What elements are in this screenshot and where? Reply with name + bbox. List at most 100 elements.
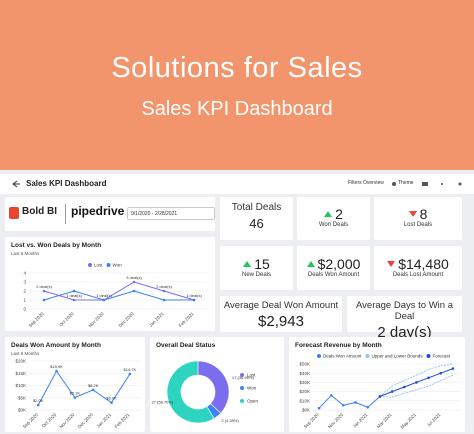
- data-point: [192, 298, 196, 302]
- kpi-label: Won Deals: [318, 222, 349, 228]
- date-picker[interactable]: 9/1/2020 - 2/28/2021: [127, 207, 215, 220]
- data-point: [162, 289, 166, 293]
- data-point: [42, 298, 46, 302]
- kpi-value: 15: [254, 256, 270, 272]
- data-label: 1 deal(s): [96, 293, 112, 298]
- data-point: [342, 404, 345, 407]
- x-tick-label: Nov 2020: [327, 412, 345, 430]
- filters-button[interactable]: Filters Overview: [348, 180, 384, 186]
- kpi-label: Lost Deals: [403, 222, 433, 228]
- kpi-label: Average Days to Win a Deal: [356, 300, 453, 322]
- legend-label: Deals Won Amount: [323, 354, 362, 359]
- series-line: [379, 363, 453, 397]
- kpi-value: 2: [335, 206, 343, 222]
- data-label: 2 deal(s): [156, 284, 172, 289]
- x-tick-label: Feb 2021: [178, 311, 195, 328]
- y-tick-label: $20K: [299, 389, 310, 394]
- data-label: $2.0K: [33, 398, 44, 403]
- data-label: 1 deal(s): [66, 293, 82, 298]
- data-point: [36, 403, 40, 407]
- banner-subtitle: Sales KPI Dashboard: [141, 98, 333, 120]
- pie-slice: [166, 360, 215, 424]
- series-line: [379, 374, 454, 398]
- x-tick-label: Feb 2021: [114, 412, 131, 429]
- data-label: $8.2K: [88, 383, 99, 388]
- data-point: [42, 289, 46, 293]
- data-point: [329, 394, 333, 397]
- x-tick-label: Oct 2020: [41, 412, 58, 429]
- data-label: 1 deal(s): [186, 293, 202, 298]
- legend-label: Forecast: [432, 354, 450, 359]
- y-tick-label: $30K: [299, 380, 310, 385]
- kpi-card: Average Deal Won Amount $2,943: [220, 296, 342, 332]
- data-point: [110, 401, 113, 404]
- data-point: [128, 372, 132, 376]
- data-label: 17 (36.96%): [232, 375, 254, 380]
- kpi-label: Total Deals: [231, 202, 282, 213]
- y-tick-label: $10K: [15, 383, 26, 388]
- data-label: $3.0K: [106, 396, 117, 401]
- data-label: 27 (58.70%): [151, 399, 173, 404]
- kpi-label: Deals Lost Amount: [392, 272, 444, 278]
- kpi-card: 2 Won Deals: [297, 197, 370, 240]
- toolbar-icons: [392, 182, 462, 186]
- y-tick-label: $5K: [18, 395, 26, 400]
- kpi-value: 8: [419, 206, 428, 222]
- y-tick-label: $15K: [15, 371, 26, 376]
- trend-triangle: [306, 261, 315, 267]
- theme-button[interactable]: Theme: [398, 180, 414, 186]
- chart-title: Overall Deal Status: [156, 342, 216, 349]
- legend-swatch: [88, 263, 92, 267]
- kpi-value: $2,943: [258, 313, 304, 330]
- data-point: [451, 367, 455, 370]
- y-tick-label: 2: [23, 289, 26, 294]
- y-tick-label: $40K: [299, 371, 310, 376]
- kpi-value: $14,480: [398, 256, 449, 272]
- x-tick-label: Jan 2021: [96, 412, 113, 429]
- y-tick-label: 0: [23, 307, 26, 312]
- data-point: [427, 376, 430, 380]
- y-tick-label: 4: [23, 271, 26, 276]
- x-tick-label: Jan 2021: [148, 311, 165, 328]
- kpi-label: Deals Won Amount: [307, 272, 360, 278]
- kpi-label: Average Deal Won Amount: [223, 300, 339, 311]
- legend-swatch: [317, 354, 321, 358]
- legend-label: Won: [247, 386, 257, 391]
- chart-subtitle: Last 6 Months: [11, 251, 40, 256]
- data-label: 2 (4.35%): [221, 418, 239, 423]
- data-point: [378, 395, 382, 398]
- brand-panel: Bold BI pipedrive 9/1/2020 - 2/28/2021: [5, 197, 215, 231]
- kpi-card: Total Deals 46: [220, 197, 293, 240]
- pie-slice: [197, 360, 230, 414]
- legend-label: Lost: [247, 373, 256, 378]
- chart-title: Forecast Revenue by Month: [295, 342, 382, 349]
- y-tick-label: $0K: [302, 408, 310, 413]
- x-tick-label: Jan 2021: [352, 412, 369, 429]
- trend-triangle: [408, 211, 417, 217]
- x-tick-label: Dec 2020: [118, 311, 136, 329]
- data-point: [91, 388, 95, 392]
- series-line: [318, 394, 381, 409]
- legend-swatch: [106, 263, 111, 267]
- x-tick-label: Sep 2020: [28, 311, 46, 329]
- date-range: 9/1/2020 - 2/28/2021: [131, 211, 178, 217]
- back-button[interactable]: [8, 174, 22, 194]
- data-label: 3 deal(s): [126, 275, 142, 280]
- data-point: [73, 396, 77, 399]
- chart-title: Lost vs. Won Deals by Month: [11, 242, 101, 249]
- x-tick-label: Sep 2020: [303, 412, 321, 430]
- bold-bi-icon: [9, 207, 19, 219]
- trend-arrow: [387, 261, 396, 267]
- kpi-card: 8 Lost Deals: [374, 197, 462, 240]
- chart-panel: Overall Deal Status 17 (36.96%) 2 (4.35%) 2…: [150, 337, 284, 432]
- series-line: [37, 370, 131, 406]
- data-point: [354, 401, 357, 404]
- y-tick-label: $20K: [15, 359, 26, 364]
- trend-triangle: [387, 261, 396, 267]
- legend-swatch: [426, 354, 431, 358]
- trend-arrow: [408, 211, 417, 217]
- legend-label: Open: [247, 399, 259, 404]
- kpi-value: $2,000: [317, 256, 361, 272]
- kpi-card: 15 New Deals: [220, 246, 293, 290]
